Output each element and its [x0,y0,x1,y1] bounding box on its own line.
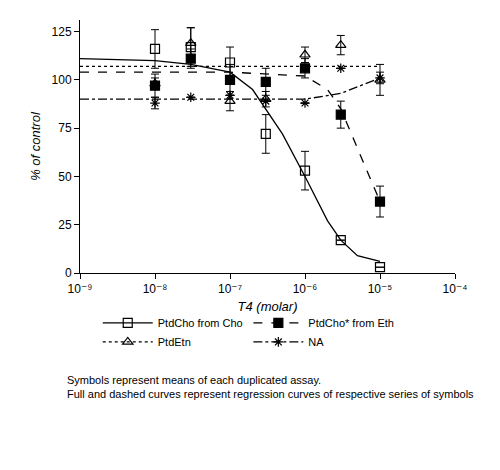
svg-text:PtdCho from Cho: PtdCho from Cho [158,317,243,329]
svg-text:% of control: % of control [28,111,43,181]
svg-text:10⁻⁴: 10⁻⁴ [443,282,468,296]
svg-text:10⁻⁸: 10⁻⁸ [143,282,168,296]
svg-text:10⁻⁷: 10⁻⁷ [218,282,242,296]
svg-text:10⁻⁶: 10⁻⁶ [293,282,318,296]
svg-text:100: 100 [52,73,72,87]
svg-text:PtdCho* from Eth: PtdCho* from Eth [308,317,394,329]
svg-text:10⁻⁵: 10⁻⁵ [368,282,393,296]
svg-text:NA: NA [308,336,324,348]
svg-text:25: 25 [58,218,72,232]
svg-text:PtdEtn: PtdEtn [158,336,191,348]
svg-text:Symbols represent means of eac: Symbols represent means of each duplicat… [67,374,474,400]
svg-text:50: 50 [58,170,72,184]
svg-text:10⁻⁹: 10⁻⁹ [68,282,93,296]
svg-text:125: 125 [52,25,72,39]
svg-text:75: 75 [58,121,72,135]
svg-text:T4 (molar): T4 (molar) [238,299,298,314]
svg-text:0: 0 [65,266,72,280]
